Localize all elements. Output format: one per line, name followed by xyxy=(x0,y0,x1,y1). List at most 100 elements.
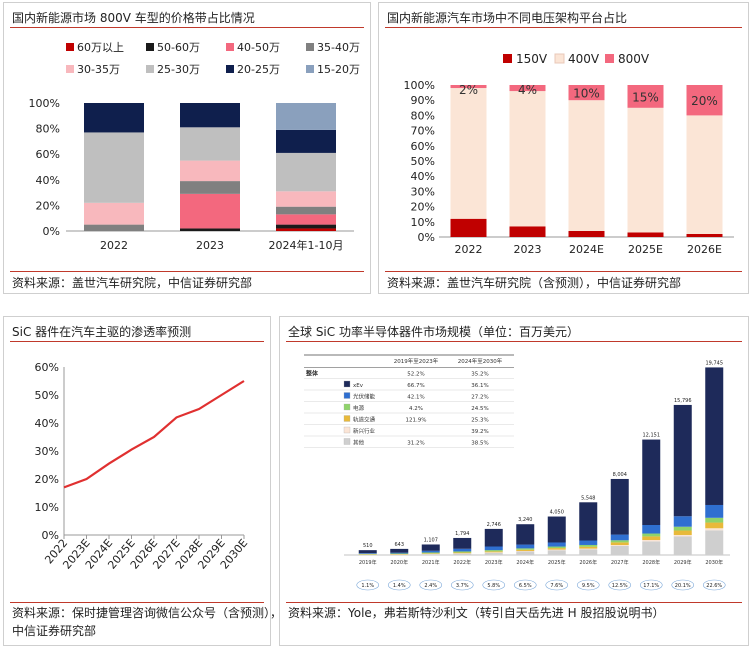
bar-segment xyxy=(627,107,664,233)
table-row-label: 电源 xyxy=(353,404,365,412)
bar-segment xyxy=(276,152,336,192)
x-tick-label: 2024E xyxy=(569,243,604,256)
y-tick-label: 10% xyxy=(411,216,435,229)
panel-title: 国内新能源市场 800V 车型的价格带占比情况 xyxy=(12,11,255,25)
table-row-label: 轨道交通 xyxy=(353,416,376,424)
bar-segment xyxy=(390,554,409,555)
y-tick-label: 100% xyxy=(404,79,435,92)
bar-segment xyxy=(547,516,566,543)
bar-segment xyxy=(390,554,409,555)
x-tick-label: 2023 xyxy=(196,239,224,252)
bar-segment xyxy=(450,218,487,237)
bar-total-label: 8,004 xyxy=(613,472,627,478)
table-value: 36.1% xyxy=(471,383,488,389)
x-tick-label: 2023年 xyxy=(485,559,503,566)
bar-segment xyxy=(358,554,377,555)
y-tick-label: 20% xyxy=(411,201,435,214)
bar-total-label: 3,240 xyxy=(518,517,532,523)
bar-segment xyxy=(509,226,546,237)
table-swatch xyxy=(343,426,351,434)
table-header: 2024年至2030年 xyxy=(458,357,503,365)
growth-value: 7.6% xyxy=(550,583,563,589)
bar-total-label: 510 xyxy=(363,543,373,549)
x-tick-label: 2023 xyxy=(514,243,542,256)
growth-value: 20.1% xyxy=(675,583,691,589)
table-value: 27.2% xyxy=(471,395,488,401)
bar-segment xyxy=(579,544,598,547)
bar-segment xyxy=(453,553,472,555)
legend-label: 20-25万 xyxy=(237,63,280,76)
bar-segment xyxy=(453,553,472,554)
bar-segment xyxy=(547,546,566,549)
bar-segment xyxy=(610,478,629,535)
chart-sic-penetration: 0%10%20%30%40%50%60%20222023E2024E2025E2… xyxy=(35,361,251,572)
legend-swatch xyxy=(66,43,74,51)
growth-bubble xyxy=(576,579,600,591)
bar-segment xyxy=(390,548,409,553)
bar-segment xyxy=(547,548,566,550)
bar-segment xyxy=(180,127,240,161)
chart-price-band: 60万以上 50-60万 40-50万 35-40万 30-35万 25-30万 20-25… xyxy=(29,41,360,252)
table-value: 31.2% xyxy=(407,441,424,447)
bar-segment xyxy=(673,530,692,535)
y-tick-label: 10% xyxy=(35,501,59,514)
x-tick-label: 2020年 xyxy=(390,559,408,566)
y-tick-label: 50% xyxy=(35,389,59,402)
table-value: 25.3% xyxy=(471,418,488,424)
bar-segment xyxy=(705,517,724,523)
bar-segment xyxy=(610,542,629,546)
bar-total-label: 19,745 xyxy=(706,360,724,366)
table-header: 2019年至2023年 xyxy=(394,357,439,365)
legend-label: 50-60万 xyxy=(157,41,200,54)
bar-segment xyxy=(180,103,240,128)
bar-segment xyxy=(421,553,440,554)
growth-bubble xyxy=(513,579,537,591)
bar-segment xyxy=(705,367,724,505)
table-swatch xyxy=(343,403,351,411)
data-label: 10% xyxy=(573,87,600,101)
y-tick-label: 80% xyxy=(411,109,435,122)
bar-segment xyxy=(276,103,336,130)
bar-segment xyxy=(516,551,535,555)
source-note-line1: 资料来源：保时捷管理咨询微信公众号（含预测）， xyxy=(12,606,283,620)
bar-segment xyxy=(547,550,566,555)
legend-swatch xyxy=(146,65,154,73)
growth-bubble xyxy=(608,579,632,591)
table-swatch xyxy=(343,438,351,445)
legend-swatch xyxy=(66,65,74,73)
x-tick-label: 2027年 xyxy=(611,559,629,566)
bar-segment xyxy=(673,534,692,537)
table-row-label: 新兴行业 xyxy=(353,427,376,435)
x-tick-label: 2022 xyxy=(455,243,483,256)
bar-total-label: 1,794 xyxy=(455,531,469,537)
x-tick-label: 2025E xyxy=(628,243,663,256)
growth-value: 17.1% xyxy=(643,583,659,589)
legend-swatch xyxy=(306,43,314,51)
table-row-label: 整体 xyxy=(305,370,319,378)
divider xyxy=(286,341,742,342)
bar-segment xyxy=(686,233,723,237)
table-swatch xyxy=(343,392,351,399)
bar-segment xyxy=(421,550,440,553)
bar-segment xyxy=(642,533,661,537)
legend-swatch xyxy=(306,65,314,73)
growth-value: 6.5% xyxy=(519,583,532,589)
y-tick-label: 40% xyxy=(35,417,59,430)
legend-label: 30-35万 xyxy=(77,63,120,76)
bar-segment xyxy=(642,540,661,542)
bar-segment xyxy=(568,85,605,101)
legend-label: 35-40万 xyxy=(317,41,360,54)
bar-segment xyxy=(705,522,724,529)
bar-segment xyxy=(390,553,409,555)
bar-segment xyxy=(358,553,377,555)
y-tick-label: 70% xyxy=(411,125,435,138)
bar-total-label: 1,107 xyxy=(424,537,438,543)
bar-segment xyxy=(579,546,598,549)
divider xyxy=(10,602,264,603)
legend-swatch xyxy=(146,43,154,51)
bar-segment xyxy=(84,103,144,133)
divider xyxy=(385,27,742,28)
bar-segment xyxy=(453,537,472,549)
table-value: 38.5% xyxy=(471,441,488,447)
panel-sic-penetration: SiC 器件在汽车主驱的渗透率预测 0% 10% 20% 30% 40% 50% 60% 20… xyxy=(3,316,282,646)
